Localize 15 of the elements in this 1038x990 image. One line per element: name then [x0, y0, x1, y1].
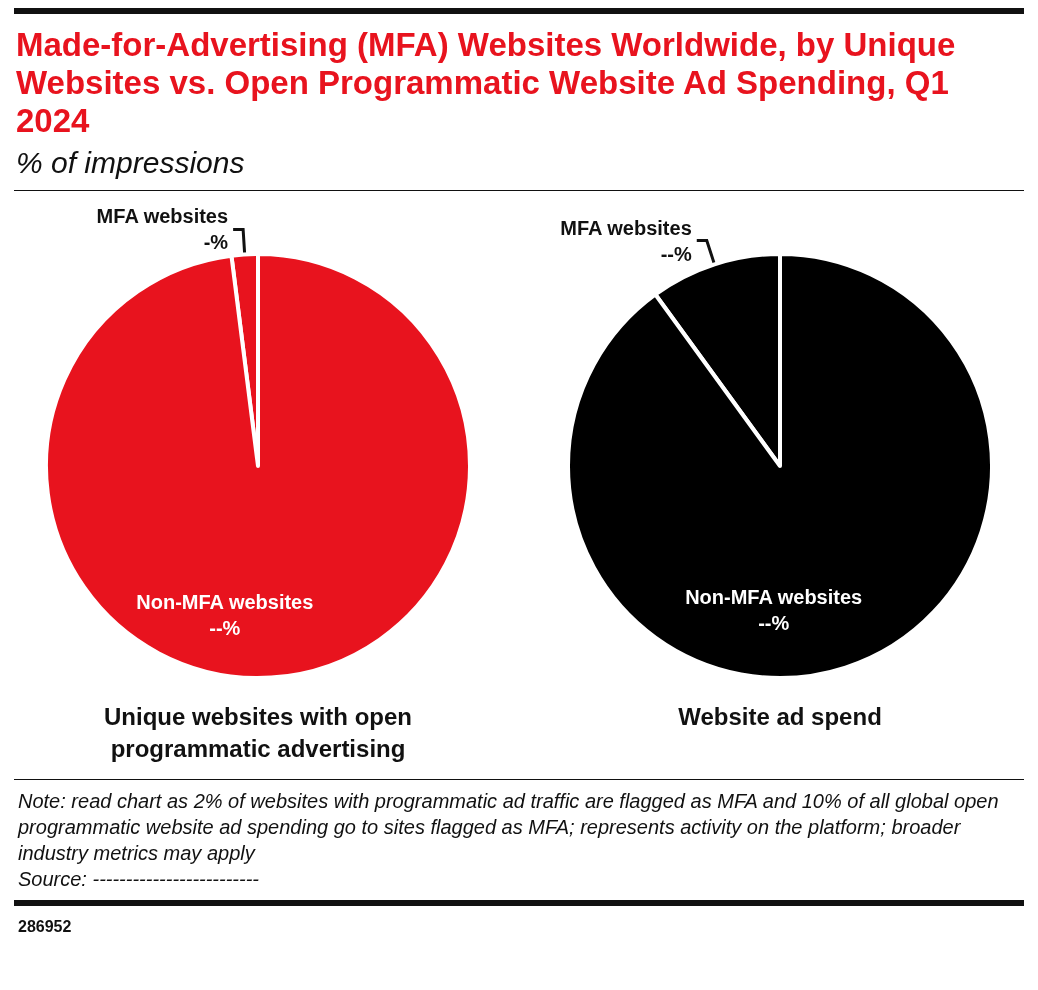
slice-label: Non-MFA websites — [136, 590, 314, 613]
slice-label: MFA websites — [560, 216, 692, 239]
data-label: --% — [660, 242, 692, 265]
chart-subtitle: % of impressions — [16, 146, 246, 180]
data-label: --% — [209, 616, 241, 639]
slice-label: MFA websites — [96, 205, 229, 228]
source-note: Source: ------------------------- — [18, 867, 260, 892]
text: 286952 — [18, 918, 73, 936]
data-label: -% — [203, 231, 229, 254]
text: Note: read chart as 2% of websites with programmatic ad traffic are flagged as MFA and 10% of all global open programmatic website ad spending go to sites flagged as MFA; represents activity on the platform; broader industry metrics may apply — [18, 789, 1000, 866]
text: Website ad spend — [677, 702, 883, 732]
slice-label: Non-MFA websites — [685, 585, 863, 608]
data-label: --% — [758, 611, 790, 634]
chart-title: Made-for-Advertising (MFA) Websites Worldwide, by Unique Websites vs. Open Programmatic Website Ad Spending, Q1 2024 — [16, 26, 957, 140]
text: Unique websites with open programmatic advertising — [103, 702, 413, 764]
